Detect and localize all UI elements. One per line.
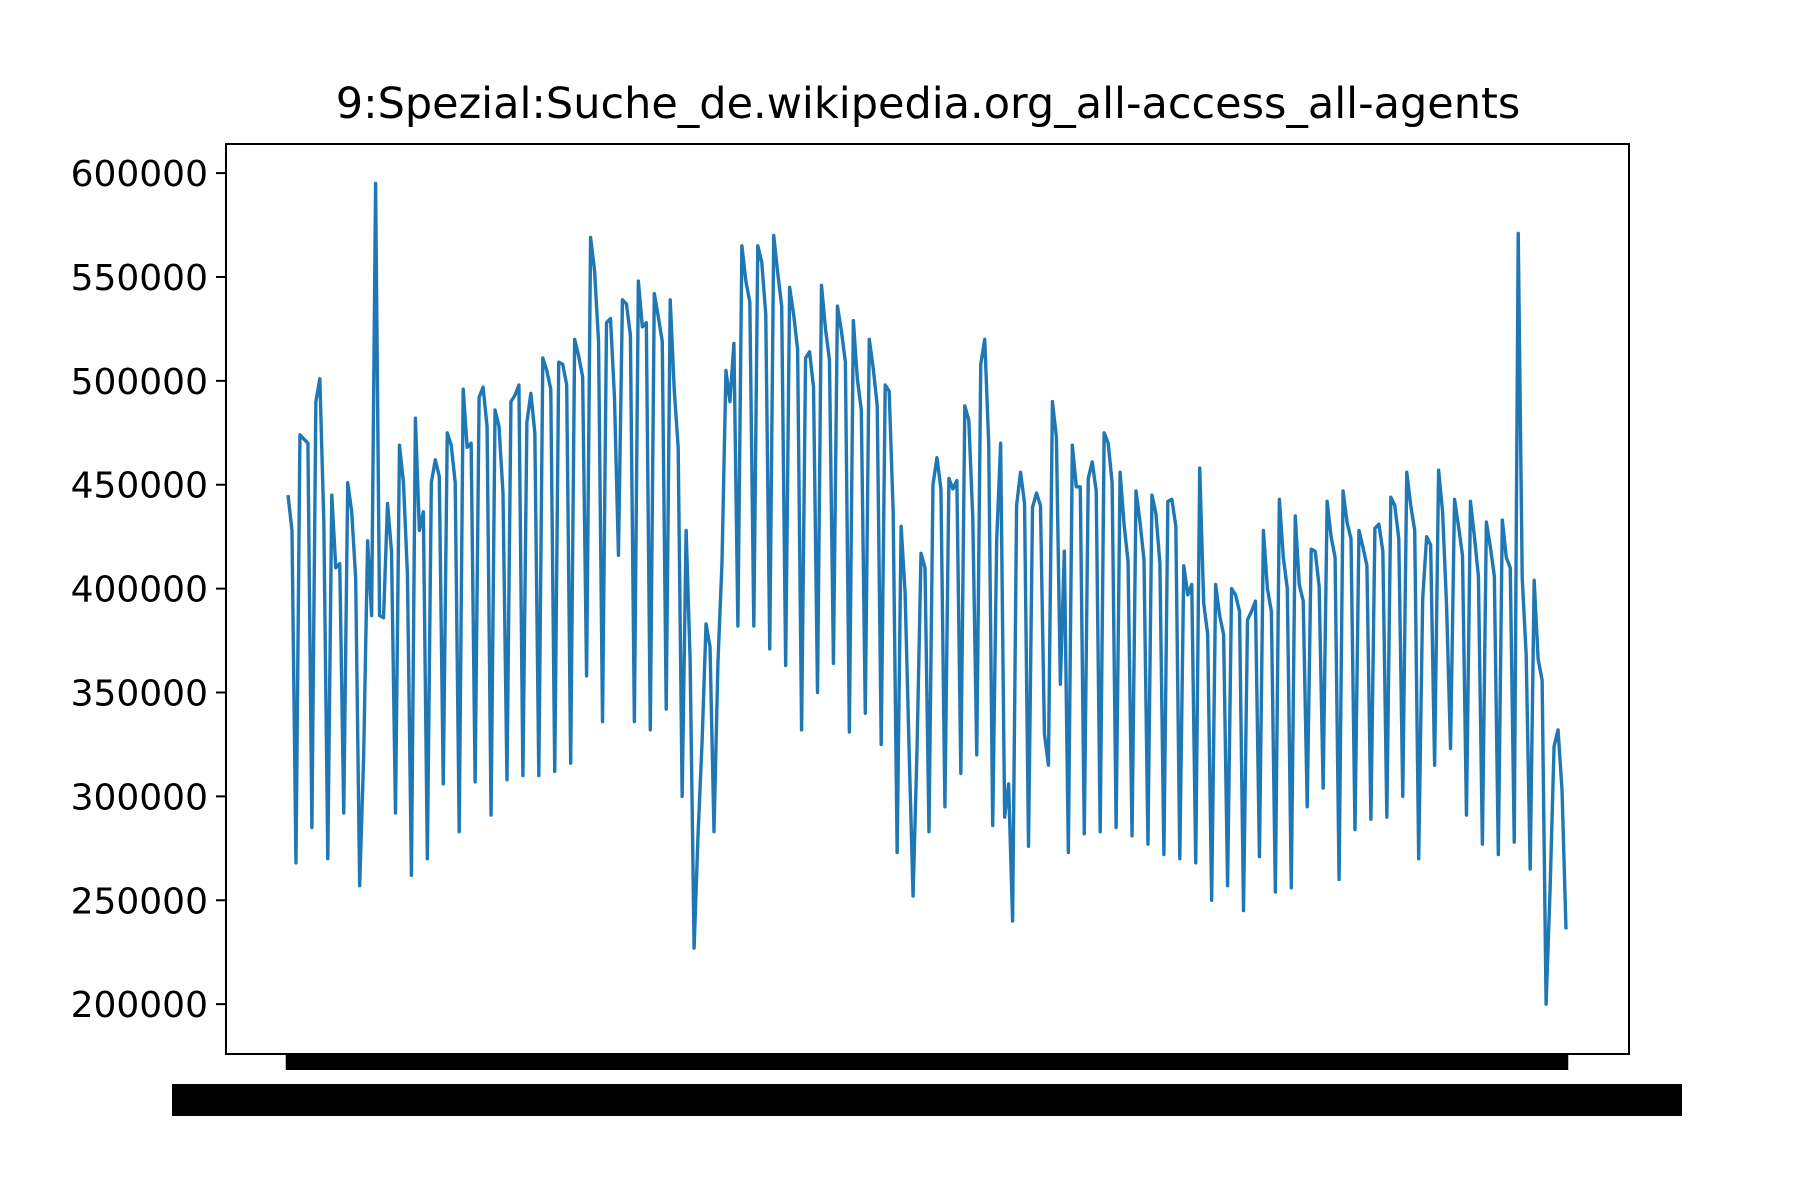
x-axis	[172, 1054, 1682, 1116]
y-tick-label: 200000	[71, 985, 208, 1026]
y-tick-label: 400000	[71, 570, 208, 611]
y-tick-label: 250000	[71, 881, 208, 922]
y-tick-label: 550000	[71, 258, 208, 299]
y-tick-label: 350000	[71, 673, 208, 714]
chart-title: 9:Spezial:Suche_de.wikipedia.org_all-acc…	[336, 79, 1521, 129]
y-tick-label: 300000	[71, 777, 208, 818]
y-axis: 200000 250000 300000 350000 400000 450000 5000…	[71, 154, 226, 1026]
y-tick-label: 500000	[71, 362, 208, 403]
x-tick-labels-overlap	[172, 1084, 1682, 1116]
y-tick-label: 450000	[71, 466, 208, 507]
series-line	[286, 181, 1568, 1006]
y-tick-label: 600000	[71, 154, 208, 195]
plot-area-frame	[225, 143, 1630, 1055]
